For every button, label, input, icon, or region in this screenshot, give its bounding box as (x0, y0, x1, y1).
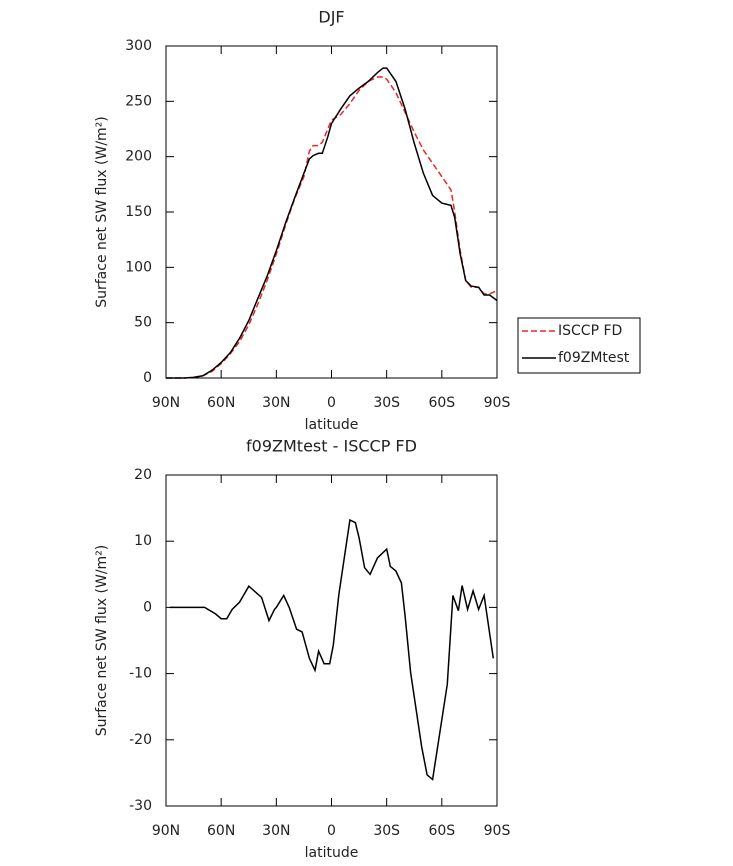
x-tick-label: 90N (152, 823, 180, 839)
x-tick-label: 30S (373, 823, 400, 839)
y-tick-label: 10 (134, 533, 152, 549)
y-axis-label: Surface net SW flux (W/m²) (94, 116, 110, 308)
data-line (166, 67, 498, 379)
y-tick-label: 300 (125, 38, 152, 54)
y-tick-label: 200 (125, 149, 152, 165)
y-tick-label: -20 (129, 732, 152, 748)
legend-box (517, 317, 641, 374)
legend-label: ISCCP FD (558, 323, 622, 339)
y-axis-label: Surface net SW flux (W/m²) (94, 545, 110, 737)
y-tick-label: 50 (134, 315, 152, 331)
y-tick-label: -30 (129, 798, 152, 814)
legend-label: f09ZMtest (558, 350, 630, 366)
x-tick-label: 60N (207, 823, 235, 839)
y-tick-label: 20 (134, 467, 152, 483)
y-tick-label: 100 (125, 259, 152, 275)
x-tick-label: 60S (428, 823, 455, 839)
x-tick-label: 60S (428, 395, 455, 411)
x-axis-label: latitude (305, 417, 359, 433)
y-tick-label: 250 (125, 93, 152, 109)
y-tick-label: 150 (125, 204, 152, 220)
x-tick-label: 30N (262, 823, 290, 839)
data-line (169, 518, 495, 781)
chart-title: DJF (318, 8, 344, 27)
x-tick-label: 30S (373, 395, 400, 411)
plot-frame (165, 474, 498, 807)
x-tick-label: 0 (327, 823, 336, 839)
x-tick-label: 30N (262, 395, 290, 411)
x-tick-label: 90S (484, 823, 511, 839)
x-axis-label: latitude (305, 845, 359, 861)
y-tick-label: 0 (143, 370, 152, 386)
x-tick-label: 90S (484, 395, 511, 411)
x-tick-label: 0 (327, 395, 336, 411)
y-tick-label: -10 (129, 666, 152, 682)
plot-frame (165, 45, 498, 379)
x-tick-label: 90N (152, 395, 180, 411)
x-tick-label: 60N (207, 395, 235, 411)
y-tick-label: 0 (143, 599, 152, 615)
chart-title: f09ZMtest - ISCCP FD (246, 437, 417, 456)
